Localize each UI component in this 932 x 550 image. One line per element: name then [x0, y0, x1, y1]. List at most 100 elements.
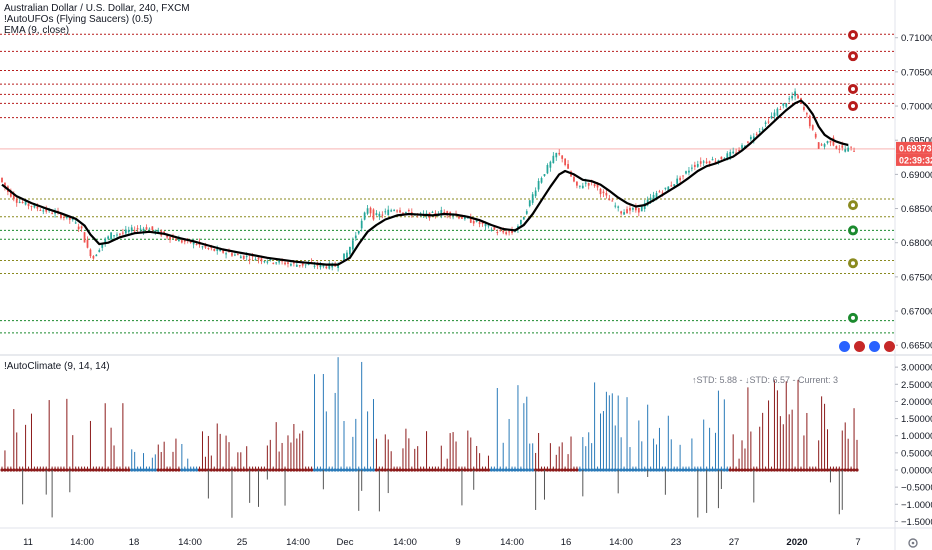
- climate-dot: [657, 468, 662, 472]
- time-tick-label: 2020: [786, 537, 807, 548]
- climate-dot: [141, 468, 146, 472]
- climate-dot: [817, 468, 821, 472]
- climate-dot: [65, 468, 69, 472]
- climate-dot: [168, 468, 172, 472]
- flag-icon[interactable]: [853, 340, 866, 353]
- candle-body: [835, 146, 838, 149]
- climate-dot: [354, 468, 358, 472]
- climate-tick-label: 1.50000: [901, 414, 932, 425]
- climate-dot: [404, 468, 408, 472]
- climate-dot: [501, 468, 505, 472]
- candle-body: [366, 208, 369, 214]
- candle-body: [319, 264, 322, 268]
- candle-body: [36, 206, 39, 209]
- climate-dot: [539, 468, 544, 472]
- candle-body: [611, 200, 614, 202]
- candle-body: [290, 264, 292, 266]
- candle-body: [682, 175, 684, 177]
- climate-dot: [820, 468, 824, 472]
- candle-body: [632, 208, 634, 210]
- climate-dot: [442, 468, 446, 472]
- candle-body: [779, 109, 782, 111]
- candle-body: [640, 205, 643, 212]
- candle-body: [231, 253, 233, 256]
- climate-dot: [634, 468, 638, 472]
- climate-dot: [531, 468, 535, 472]
- climate-dot: [121, 468, 125, 472]
- climate-dot: [118, 468, 122, 472]
- climate-dot: [433, 468, 437, 472]
- climate-dot: [722, 468, 726, 472]
- candle-body: [808, 115, 811, 127]
- settings-gear-icon[interactable]: [908, 538, 918, 548]
- flag-icon[interactable]: [838, 340, 851, 353]
- candle-body: [803, 107, 805, 110]
- climate-dot: [699, 468, 703, 472]
- climate-dot: [598, 468, 603, 472]
- candle-body: [620, 211, 623, 214]
- candle-body: [245, 256, 248, 258]
- climate-dot: [422, 468, 426, 472]
- climate-dot: [799, 468, 803, 472]
- climate-dot: [309, 468, 314, 472]
- climate-dot: [351, 468, 355, 472]
- candle-body: [511, 230, 513, 233]
- climate-dot: [324, 468, 328, 472]
- candle-body: [116, 234, 118, 236]
- candle-body: [405, 211, 407, 213]
- candle-body: [121, 232, 124, 234]
- candle-body: [157, 230, 160, 233]
- climate-dot: [212, 468, 216, 472]
- climate-dot: [575, 468, 579, 472]
- ufo-marker-icon: [847, 257, 859, 270]
- climate-dot: [737, 468, 741, 472]
- ema-indicator-label: EMA (9, close): [4, 25, 70, 36]
- candle-body: [820, 144, 823, 146]
- flag-icon[interactable]: [868, 340, 881, 353]
- ufo-marker-icon: [847, 199, 859, 212]
- candle-body: [9, 190, 12, 197]
- climate-indicator-label: !AutoClimate (9, 14, 14): [4, 361, 110, 372]
- climate-dot: [12, 468, 16, 472]
- candle-body: [505, 232, 508, 235]
- candle-body: [508, 231, 510, 233]
- candles-group: [1, 88, 855, 272]
- symbol-title: Australian Dollar / U.S. Dollar, 240, FX…: [4, 3, 190, 14]
- climate-dot: [584, 468, 588, 472]
- climate-dot: [557, 468, 561, 472]
- candle-body: [761, 128, 764, 130]
- event-flags[interactable]: [838, 340, 896, 353]
- climate-dot: [194, 468, 199, 472]
- candle-body: [540, 178, 543, 183]
- climate-dot: [478, 468, 482, 472]
- climate-dot: [77, 468, 81, 472]
- candle-body: [372, 209, 375, 220]
- climate-dot: [545, 468, 550, 472]
- candle-body: [499, 229, 502, 232]
- candle-body: [192, 241, 195, 245]
- candle-body: [493, 226, 496, 230]
- candle-body: [104, 238, 107, 243]
- candle-body: [15, 199, 18, 203]
- candle-body: [741, 145, 743, 149]
- flag-icon[interactable]: [883, 340, 896, 353]
- candle-body: [602, 191, 605, 194]
- climate-dot: [731, 468, 735, 472]
- candle-body: [12, 193, 15, 200]
- candle-body: [688, 170, 690, 173]
- climate-dot: [298, 468, 302, 472]
- climate-tick-label: 0.50000: [901, 448, 932, 459]
- candle-body: [210, 247, 213, 249]
- climate-dot: [292, 468, 296, 472]
- ema-line: [1, 99, 849, 266]
- time-tick-label: 14:00: [286, 537, 310, 548]
- time-tick-label: Dec: [337, 537, 354, 548]
- climate-dot: [536, 468, 541, 472]
- candle-body: [357, 231, 360, 234]
- candle-body: [124, 229, 127, 234]
- candle-body: [826, 141, 829, 144]
- candle-body: [89, 249, 92, 257]
- climate-dot: [764, 468, 768, 472]
- candle-body: [51, 212, 54, 214]
